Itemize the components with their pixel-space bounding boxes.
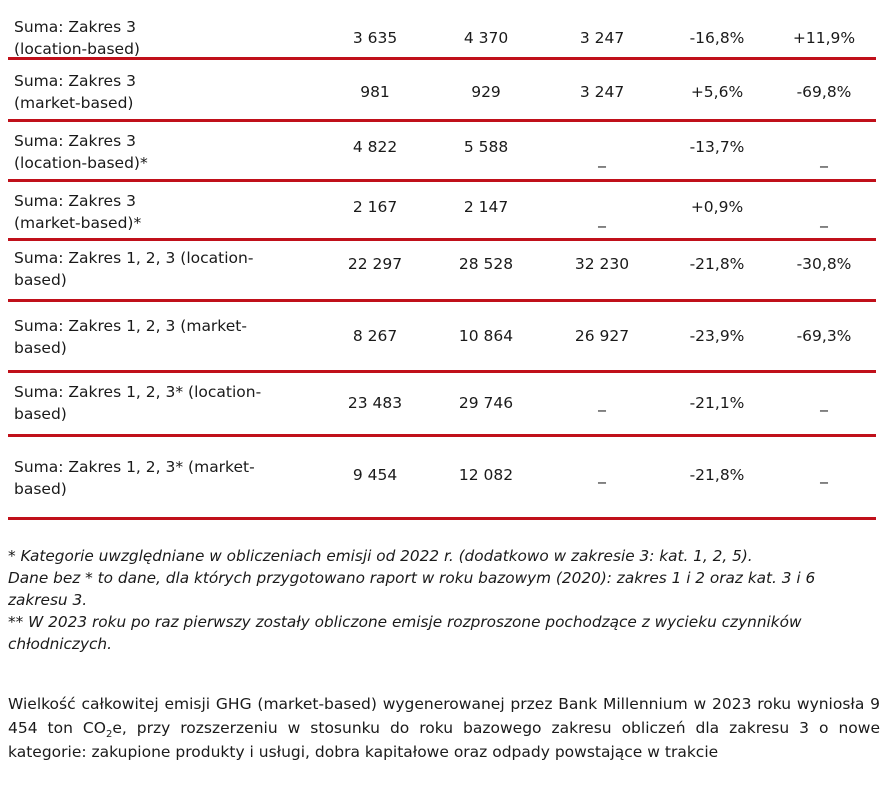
row-label: Suma: Zakres 3 (location-based)*	[14, 132, 148, 172]
table-row: Suma: Zakres 1, 2, 3* (location- based) 2…	[8, 373, 876, 437]
row-label: Suma: Zakres 1, 2, 3* (market- based)	[14, 458, 255, 498]
cell-v1: 981	[360, 83, 390, 101]
row-label: Suma: Zakres 1, 2, 3 (market- based)	[14, 317, 247, 357]
cell-v2: 4 370	[463, 29, 509, 47]
row-label: Suma: Zakres 1, 2, 3* (location- based)	[14, 383, 262, 423]
cell-v5: -69,8%	[796, 83, 852, 101]
table-row: Suma: Zakres 1, 2, 3 (location- based) 22…	[8, 241, 876, 302]
cell-v2: 929	[471, 83, 501, 101]
cell-v4: -21,8%	[689, 255, 745, 273]
footnote-2: Dane bez * to dane, dla których przygoto…	[8, 569, 816, 609]
cell-v4: -23,9%	[689, 327, 745, 345]
cell-v5: _	[820, 210, 828, 228]
table-row: Suma: Zakres 1, 2, 3* (market- based) 9 4…	[8, 437, 876, 520]
cell-v2: 29 746	[458, 394, 514, 412]
cell-v3: _	[598, 150, 606, 168]
table-row: Suma: Zakres 3 (market-based)* 2 167 2 147…	[8, 182, 876, 241]
cell-v4: -13,7%	[689, 138, 745, 156]
cell-v3: _	[598, 466, 606, 484]
row-label: Suma: Zakres 1, 2, 3 (location- based)	[14, 249, 254, 289]
row-label: Suma: Zakres 3 (market-based)*	[14, 192, 142, 232]
row-label: Suma: Zakres 3 (market-based)	[14, 72, 136, 112]
cell-v3: 3 247	[579, 29, 625, 47]
table-row: Suma: Zakres 3 (location-based)* 4 822 5 5…	[8, 122, 876, 182]
cell-v2: 2 147	[463, 198, 509, 216]
table-row: Suma: Zakres 3 (market-based) 981 929 3 247…	[8, 60, 876, 122]
cell-v4: -21,1%	[689, 394, 745, 412]
cell-v4: -16,8%	[689, 29, 745, 47]
body-text-part2: e, przy rozszerzeniu w stosunku do roku …	[8, 719, 880, 761]
cell-v5: _	[820, 394, 828, 412]
cell-v2: 28 528	[458, 255, 514, 273]
row-label: Suma: Zakres 3 (location-based)	[14, 18, 140, 58]
footnotes: * Kategorie uwzględniane w obliczeniach …	[8, 545, 878, 655]
cell-v1: 2 167	[352, 198, 398, 216]
cell-v3: 26 927	[574, 327, 630, 345]
cell-v5: _	[820, 150, 828, 168]
cell-v3: 3 247	[579, 83, 625, 101]
cell-v5: -69,3%	[796, 327, 852, 345]
cell-v1: 3 635	[352, 29, 398, 47]
table-row: Suma: Zakres 1, 2, 3 (market- based) 8 26…	[8, 302, 876, 373]
cell-v5: -30,8%	[796, 255, 852, 273]
cell-v1: 4 822	[352, 138, 398, 156]
cell-v3: 32 230	[574, 255, 630, 273]
emissions-table: Suma: Zakres 3 (location-based) 3 635 4 37…	[8, 0, 876, 520]
cell-v1: 8 267	[352, 327, 398, 345]
cell-v4: +0,9%	[690, 198, 744, 216]
cell-v4: -21,8%	[689, 466, 745, 484]
cell-v1: 23 483	[347, 394, 403, 412]
co2-subscript: 2	[105, 729, 113, 741]
cell-v1: 9 454	[352, 466, 398, 484]
cell-v5: +11,9%	[792, 29, 856, 47]
cell-v2: 12 082	[458, 466, 514, 484]
cell-v3: _	[598, 210, 606, 228]
footnote-1: * Kategorie uwzględniane w obliczeniach …	[8, 547, 753, 565]
body-paragraph: Wielkość całkowitej emisji GHG (market-b…	[8, 692, 880, 764]
cell-v1: 22 297	[347, 255, 403, 273]
cell-v5: _	[820, 466, 828, 484]
cell-v4: +5,6%	[690, 83, 744, 101]
cell-v2: 5 588	[463, 138, 509, 156]
footnote-3: ** W 2023 roku po raz pierwszy zostały o…	[8, 613, 802, 653]
table-row: Suma: Zakres 3 (location-based) 3 635 4 37…	[8, 0, 876, 60]
cell-v2: 10 864	[458, 327, 514, 345]
cell-v3: _	[598, 394, 606, 412]
body-text-part1: Wielkość całkowitej emisji GHG (market-b…	[8, 695, 880, 737]
